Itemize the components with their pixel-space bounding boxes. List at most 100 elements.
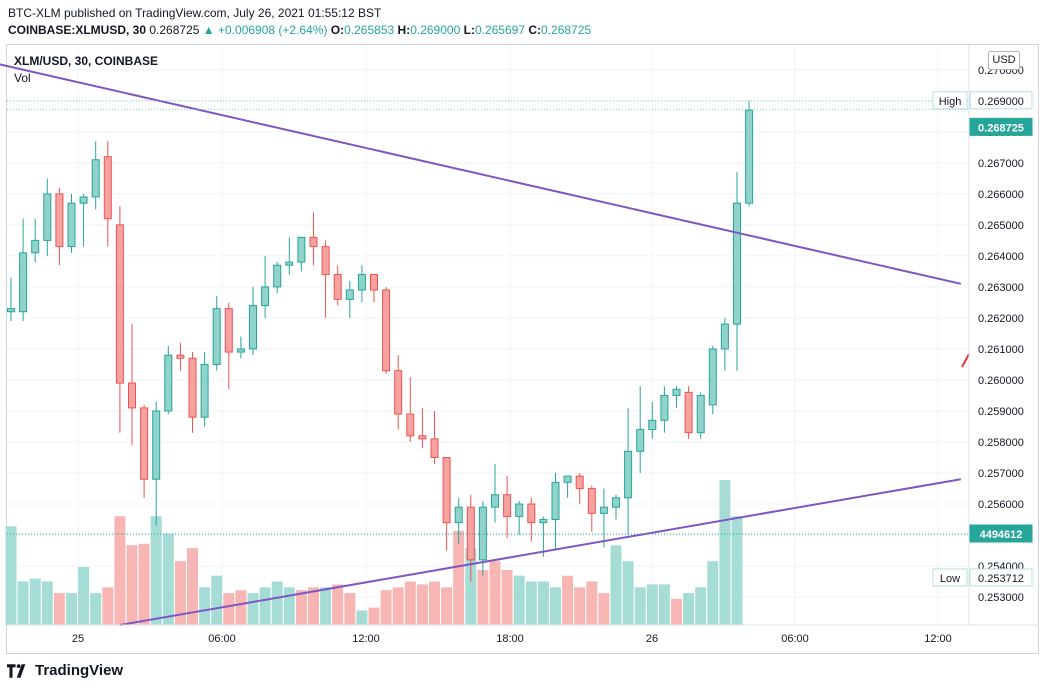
candle-body: [624, 450, 633, 499]
candle-body: [370, 274, 378, 291]
candle-body: [357, 274, 366, 291]
candle-body: [31, 239, 40, 254]
volume-bar: [489, 561, 501, 625]
candle-body: [188, 357, 197, 418]
volume-bar: [223, 593, 235, 625]
candle-body: [733, 202, 741, 325]
volume-bar: [622, 561, 634, 625]
volume-bar: [416, 584, 428, 625]
y-tick-label: 0.261000: [978, 344, 1024, 356]
volume-bar: [525, 581, 537, 625]
y-tick-label: 0.257000: [978, 468, 1024, 480]
candle-body: [551, 481, 560, 521]
volume-bar: [174, 561, 186, 625]
price-tag-box: [969, 568, 1033, 587]
volume-bar: [368, 607, 380, 625]
footer: TradingView: [7, 662, 123, 679]
candle-body: [575, 475, 584, 490]
volume-bar: [41, 581, 53, 625]
high-value: 0.269000: [410, 23, 461, 37]
candle-body: [539, 519, 548, 524]
candle-body: [236, 348, 245, 353]
candle-body: [333, 274, 342, 300]
volume-bar: [610, 545, 622, 625]
candle-body: [478, 506, 487, 561]
candle-body: [79, 196, 88, 204]
candle-body: [708, 348, 717, 406]
candle-body: [515, 503, 524, 517]
price-tag-value: 0.269000: [978, 96, 1024, 108]
y-tick-label: 0.256000: [978, 499, 1024, 511]
volume-bar: [102, 587, 114, 625]
y-tick-label: 0.260000: [978, 375, 1024, 387]
candle-body: [321, 246, 330, 276]
price-tag-label-box: [932, 568, 968, 587]
candle-body: [454, 506, 463, 524]
candle-body: [684, 391, 693, 434]
volume-bar: [344, 593, 356, 625]
y-tick-label: 0.263000: [978, 282, 1024, 294]
volume-bar: [53, 593, 65, 625]
candle-body: [345, 289, 354, 300]
trend-line: [0, 63, 962, 285]
currency-badge[interactable]: USD: [988, 51, 1020, 70]
price-tag-box: [969, 117, 1033, 136]
volume-bar: [671, 598, 682, 625]
volume-bar: [187, 548, 198, 625]
x-tick-label: 25: [72, 633, 84, 645]
open-value: 0.265853: [344, 23, 395, 37]
low-value: 0.265697: [474, 23, 525, 37]
volume-bar: [574, 587, 586, 625]
symbol-label: COINBASE:XLMUSD, 30: [8, 23, 147, 37]
chart-frame[interactable]: [6, 44, 1039, 654]
volume-bar: [356, 610, 368, 625]
candle-body: [406, 413, 415, 437]
candle-body: [527, 503, 536, 524]
volume-bar: [66, 593, 77, 625]
candle-body: [91, 159, 100, 198]
price-change: +0.006908 (+2.64%): [218, 23, 328, 37]
candle-body: [491, 494, 499, 508]
y-tick-label: 0.253000: [978, 592, 1024, 604]
candle-body: [19, 252, 28, 313]
y-tick-label: 0.262000: [978, 313, 1024, 325]
x-tick-label: 06:00: [208, 633, 236, 645]
candle-body: [720, 323, 729, 350]
up-arrow-icon: ▲: [202, 23, 215, 37]
volume-bar: [429, 581, 440, 625]
candle-body: [115, 224, 124, 384]
candle-body: [103, 156, 112, 220]
volume-bar: [247, 593, 259, 625]
volume-bar: [658, 584, 670, 625]
price-tag-label: Low: [940, 573, 960, 585]
candle-body: [418, 435, 427, 440]
candle-body: [152, 410, 161, 480]
y-tick-label: 0.258000: [978, 437, 1024, 449]
volume-bar: [29, 578, 41, 625]
candle-body: [212, 308, 221, 365]
close-label: C:: [528, 23, 542, 37]
volume-bar: [380, 590, 392, 625]
legend-symbol: XLM/USD, 30, COINBASE: [14, 54, 159, 68]
ohlc-line: COINBASE:XLMUSD, 30 0.268725 ▲ +0.006908…: [8, 23, 591, 37]
candle-body: [382, 289, 391, 372]
candle-body: [599, 506, 608, 514]
candle-body: [164, 354, 173, 412]
last-price: 0.268725: [149, 23, 200, 37]
volume-bar: [392, 587, 404, 625]
legend-volume: Vol: [14, 71, 31, 85]
candle-body: [261, 286, 270, 307]
volume-bar: [537, 581, 549, 625]
candle-body: [55, 193, 64, 248]
volume-bar: [695, 587, 707, 625]
candle-body: [672, 388, 681, 396]
candle-body: [7, 308, 15, 313]
trend-line: [119, 478, 962, 626]
y-tick-label: 0.267000: [978, 158, 1024, 170]
candle-body: [43, 193, 52, 241]
price-tag-label: High: [939, 96, 962, 108]
price-tag-value: 0.253712: [978, 573, 1024, 585]
candle-body: [140, 407, 149, 480]
candle-body: [249, 305, 257, 350]
